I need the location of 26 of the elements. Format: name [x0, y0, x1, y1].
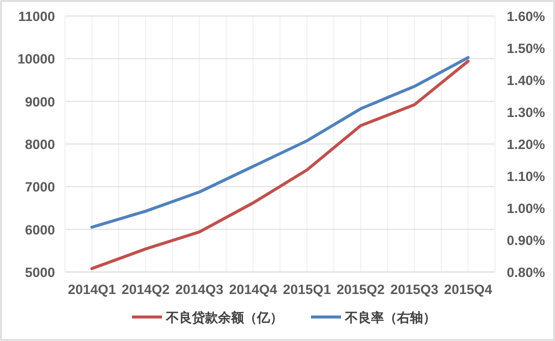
ytick: 9000 [24, 94, 55, 110]
y2tick: 1.20% [506, 137, 545, 152]
xtick: 2014Q4 [229, 282, 278, 297]
ytick: 8000 [24, 137, 55, 152]
ytick: 5000 [24, 265, 55, 280]
xtick: 2014Q3 [175, 282, 224, 297]
y2tick: 1.30% [506, 105, 545, 120]
y2tick: 1.10% [506, 169, 545, 184]
y2tick: 0.90% [506, 233, 545, 248]
ytick: 7000 [24, 180, 55, 195]
ytick: 6000 [24, 222, 55, 238]
xtick: 2014Q1 [68, 282, 116, 297]
legend: 不良贷款余额（亿） [166, 310, 283, 325]
y2tick: 1.50% [506, 41, 545, 56]
y2tick: 1.40% [506, 73, 545, 88]
xtick: 2014Q2 [122, 282, 170, 297]
xtick: 2015Q4 [444, 282, 492, 297]
xtick: 2015Q3 [390, 282, 438, 297]
legend: 不良率（右轴） [345, 310, 436, 325]
y2tick: 1.00% [506, 201, 545, 216]
xtick: 2015Q1 [282, 282, 331, 297]
ytick: 11000 [18, 9, 55, 24]
y2tick: 0.80% [506, 265, 545, 280]
y2tick: 1.60% [506, 9, 545, 24]
xtick: 2015Q2 [336, 282, 385, 297]
ytick: 10000 [17, 52, 55, 67]
